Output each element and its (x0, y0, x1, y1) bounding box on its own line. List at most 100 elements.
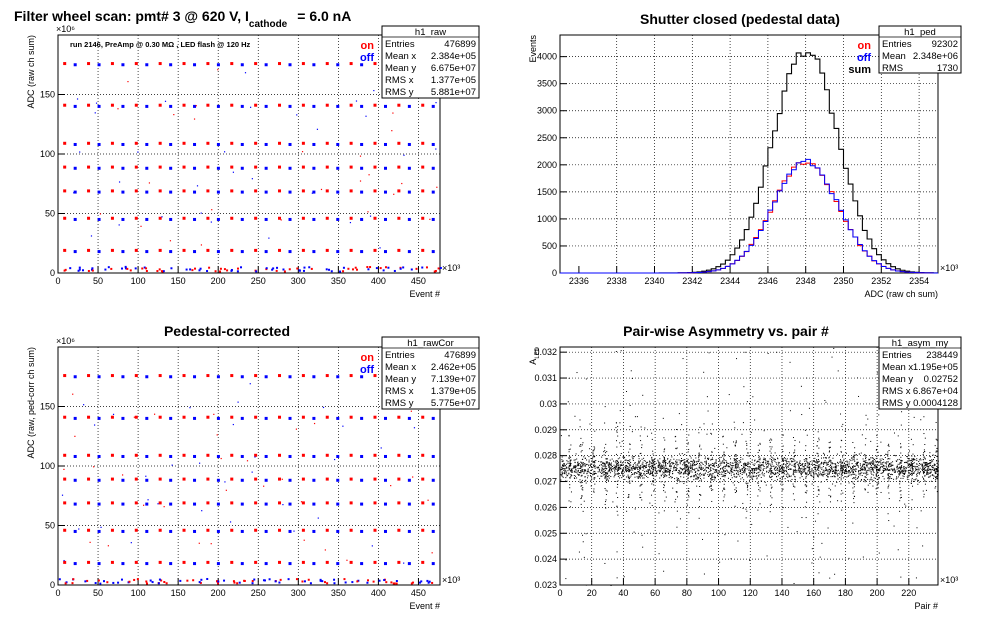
point (910, 464, 912, 466)
spike-point (782, 507, 784, 509)
point-off (360, 454, 364, 458)
x-tick-label: 450 (411, 276, 426, 286)
point-scatter (435, 102, 437, 104)
point (851, 458, 853, 460)
point-baseline (136, 578, 139, 581)
point-off (169, 217, 173, 221)
point (698, 460, 700, 462)
point (728, 465, 730, 467)
y-axis-label: Events (528, 35, 538, 63)
point (773, 465, 775, 467)
point (892, 461, 894, 463)
spike-point (923, 416, 925, 418)
point (799, 470, 801, 472)
point (909, 469, 911, 471)
point (922, 467, 924, 469)
point (638, 460, 640, 462)
point (657, 466, 659, 468)
point (702, 467, 704, 469)
point (603, 454, 605, 456)
point-off (336, 250, 340, 254)
spike-point (734, 505, 736, 507)
point (862, 460, 864, 462)
point (744, 463, 746, 465)
point (660, 464, 662, 466)
y-tick-label: 0.026 (534, 502, 557, 512)
spike-point (734, 476, 736, 478)
point (814, 457, 816, 459)
spike-point (794, 478, 796, 480)
point-baseline (392, 582, 395, 585)
spike-point (699, 467, 701, 469)
point (761, 471, 763, 473)
point (703, 470, 705, 472)
point (794, 470, 796, 472)
point (685, 463, 687, 465)
point (763, 458, 765, 460)
point (825, 461, 827, 463)
point-on (87, 141, 91, 145)
spike-point (792, 471, 794, 473)
spike-point (888, 445, 890, 447)
spike-point (828, 487, 830, 489)
point-off (407, 250, 411, 254)
point (898, 467, 900, 469)
spike-point (723, 451, 725, 453)
point (876, 467, 878, 469)
point (765, 467, 767, 469)
point-off (240, 454, 244, 458)
spike-point (757, 482, 759, 484)
point (766, 470, 768, 472)
spike-point (794, 467, 796, 469)
point (873, 463, 875, 465)
point (695, 457, 697, 459)
point (776, 463, 778, 465)
point (616, 470, 618, 472)
point-baseline (421, 266, 424, 269)
point (709, 486, 711, 488)
point (806, 461, 808, 463)
point (888, 464, 890, 466)
point (874, 464, 876, 466)
point (923, 468, 925, 470)
point (856, 458, 858, 460)
spike-point (581, 444, 583, 446)
point-off (288, 502, 292, 506)
point-baseline (199, 267, 202, 270)
outlier-point (585, 533, 587, 535)
point (778, 469, 780, 471)
point (684, 468, 686, 470)
point-on (301, 501, 305, 505)
point (875, 477, 877, 479)
point (822, 452, 824, 454)
point-baseline (82, 269, 85, 272)
legend-entry-on: on (361, 352, 375, 364)
y-tick-label: 1000 (537, 214, 557, 224)
point-off (264, 166, 268, 170)
point (791, 478, 793, 480)
spike-point (675, 440, 677, 442)
point-baseline (410, 582, 413, 585)
point (783, 469, 785, 471)
point-scatter (436, 186, 438, 188)
point (784, 458, 786, 460)
point (935, 473, 937, 475)
point (634, 467, 636, 469)
point (663, 461, 665, 463)
spike-point (792, 437, 794, 439)
point (846, 470, 848, 472)
spike-point (853, 454, 855, 456)
spike-point (676, 479, 678, 481)
point (860, 479, 862, 481)
spike-point (641, 483, 643, 485)
outlier-point (811, 548, 813, 550)
spike-point (628, 451, 630, 453)
point (897, 476, 899, 478)
point-on (230, 477, 234, 481)
point-off (121, 375, 125, 379)
spike-point (746, 487, 748, 489)
point-off (383, 190, 387, 194)
point (820, 463, 822, 465)
point-baseline (198, 581, 201, 584)
point (817, 472, 819, 474)
